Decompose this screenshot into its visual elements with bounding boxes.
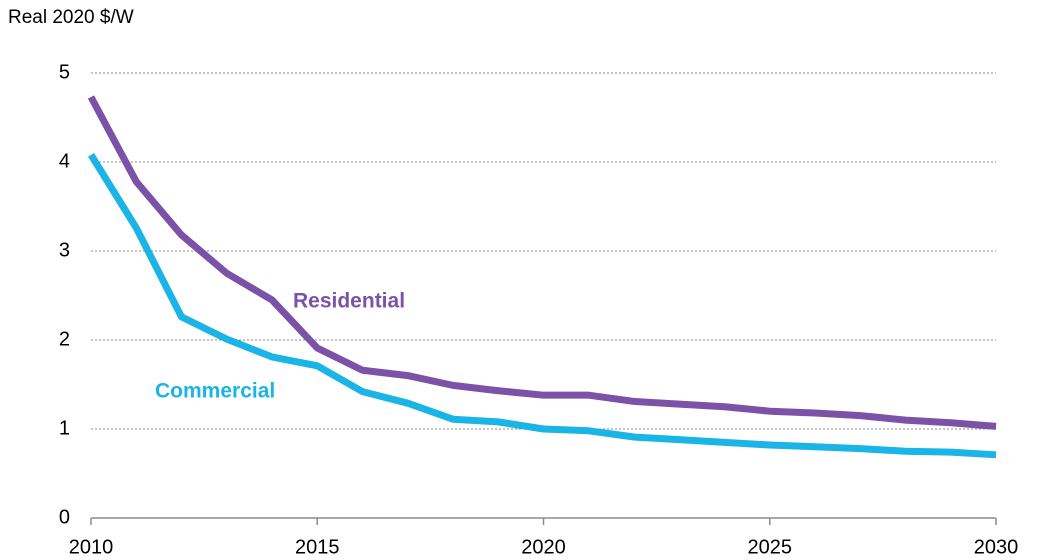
x-tick-label: 2020 xyxy=(521,536,566,558)
x-tick-label: 2015 xyxy=(295,536,340,558)
series-line xyxy=(88,153,997,459)
x-tick-label: 2025 xyxy=(748,536,793,558)
series-line xyxy=(87,95,997,430)
x-tick-label: 2010 xyxy=(69,536,114,558)
y-tick-label: 5 xyxy=(59,61,70,83)
series-label: Commercial xyxy=(155,380,275,403)
y-axis-label: Real 2020 $/W xyxy=(8,7,134,28)
y-tick-label: 1 xyxy=(59,417,70,439)
y-tick-label: 4 xyxy=(59,150,70,172)
y-tick-label: 0 xyxy=(59,506,70,528)
series-label: Residential xyxy=(293,290,405,313)
y-tick-label: 3 xyxy=(59,239,70,261)
y-tick-label: 2 xyxy=(59,328,70,350)
x-tick-label: 2030 xyxy=(974,536,1019,558)
